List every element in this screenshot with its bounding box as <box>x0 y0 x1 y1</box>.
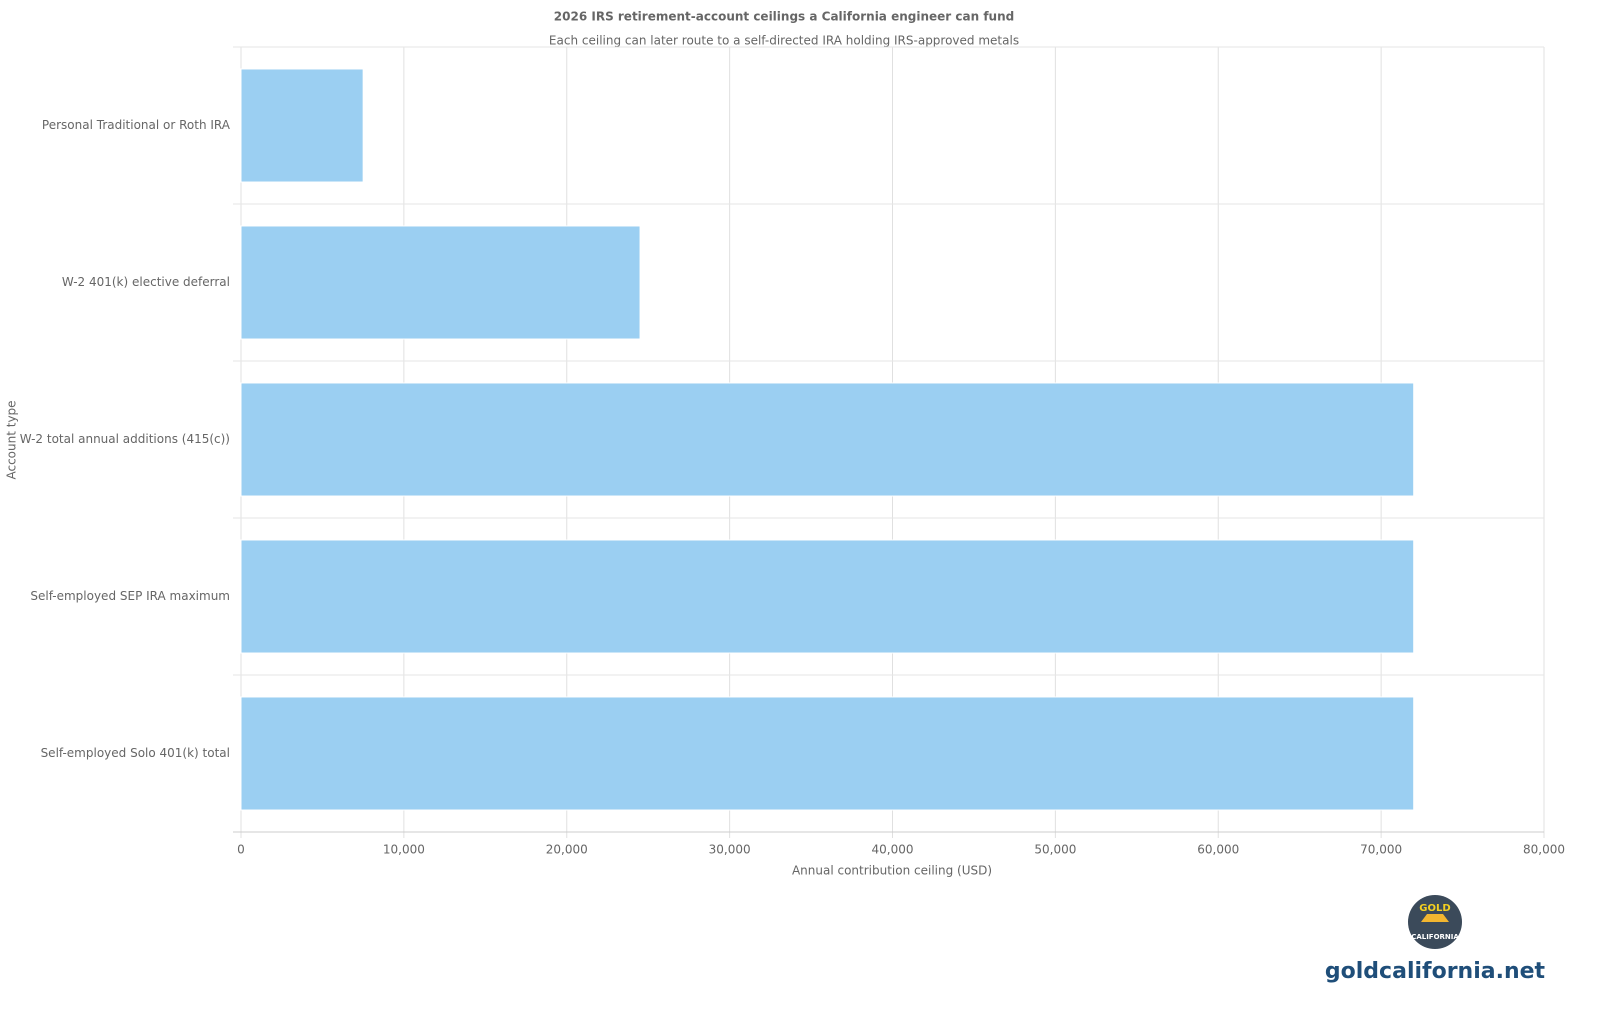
y-axis-label: Account type <box>5 400 19 479</box>
y-tick-label: Self-employed Solo 401(k) total <box>41 746 230 760</box>
chart-title: 2026 IRS retirement-account ceilings a C… <box>554 10 1014 24</box>
logo-bottom: CALIFORNIA <box>1411 933 1459 941</box>
bar <box>240 382 1415 497</box>
x-tick-label: 20,000 <box>546 843 588 857</box>
x-tick-label: 40,000 <box>872 843 914 857</box>
chart-subtitle: Each ceiling can later route to a self-d… <box>549 34 1019 48</box>
bar <box>240 696 1415 811</box>
bar <box>240 225 641 340</box>
x-tick-label: 30,000 <box>709 843 751 857</box>
x-tick-label: 50,000 <box>1034 843 1076 857</box>
y-tick-label: W-2 401(k) elective deferral <box>62 275 230 289</box>
x-tick-label: 10,000 <box>383 843 425 857</box>
logo-bars <box>1421 914 1449 922</box>
y-tick-label: Personal Traditional or Roth IRA <box>42 118 231 132</box>
x-tick-label: 60,000 <box>1197 843 1239 857</box>
bar <box>240 68 364 183</box>
bar <box>240 539 1415 654</box>
x-tick-label: 70,000 <box>1360 843 1402 857</box>
x-axis-label: Annual contribution ceiling (USD) <box>792 864 992 878</box>
x-tick-label: 0 <box>237 843 245 857</box>
x-tick-label: 80,000 <box>1523 843 1565 857</box>
logo: GOLD CALIFORNIA <box>1408 895 1462 949</box>
logo-top: GOLD <box>1419 903 1450 914</box>
y-tick-label: W-2 total annual additions (415(c)) <box>20 432 230 446</box>
y-tick-label: Self-employed SEP IRA maximum <box>30 589 230 603</box>
watermark-text: goldcalifornia.net <box>1325 959 1546 984</box>
